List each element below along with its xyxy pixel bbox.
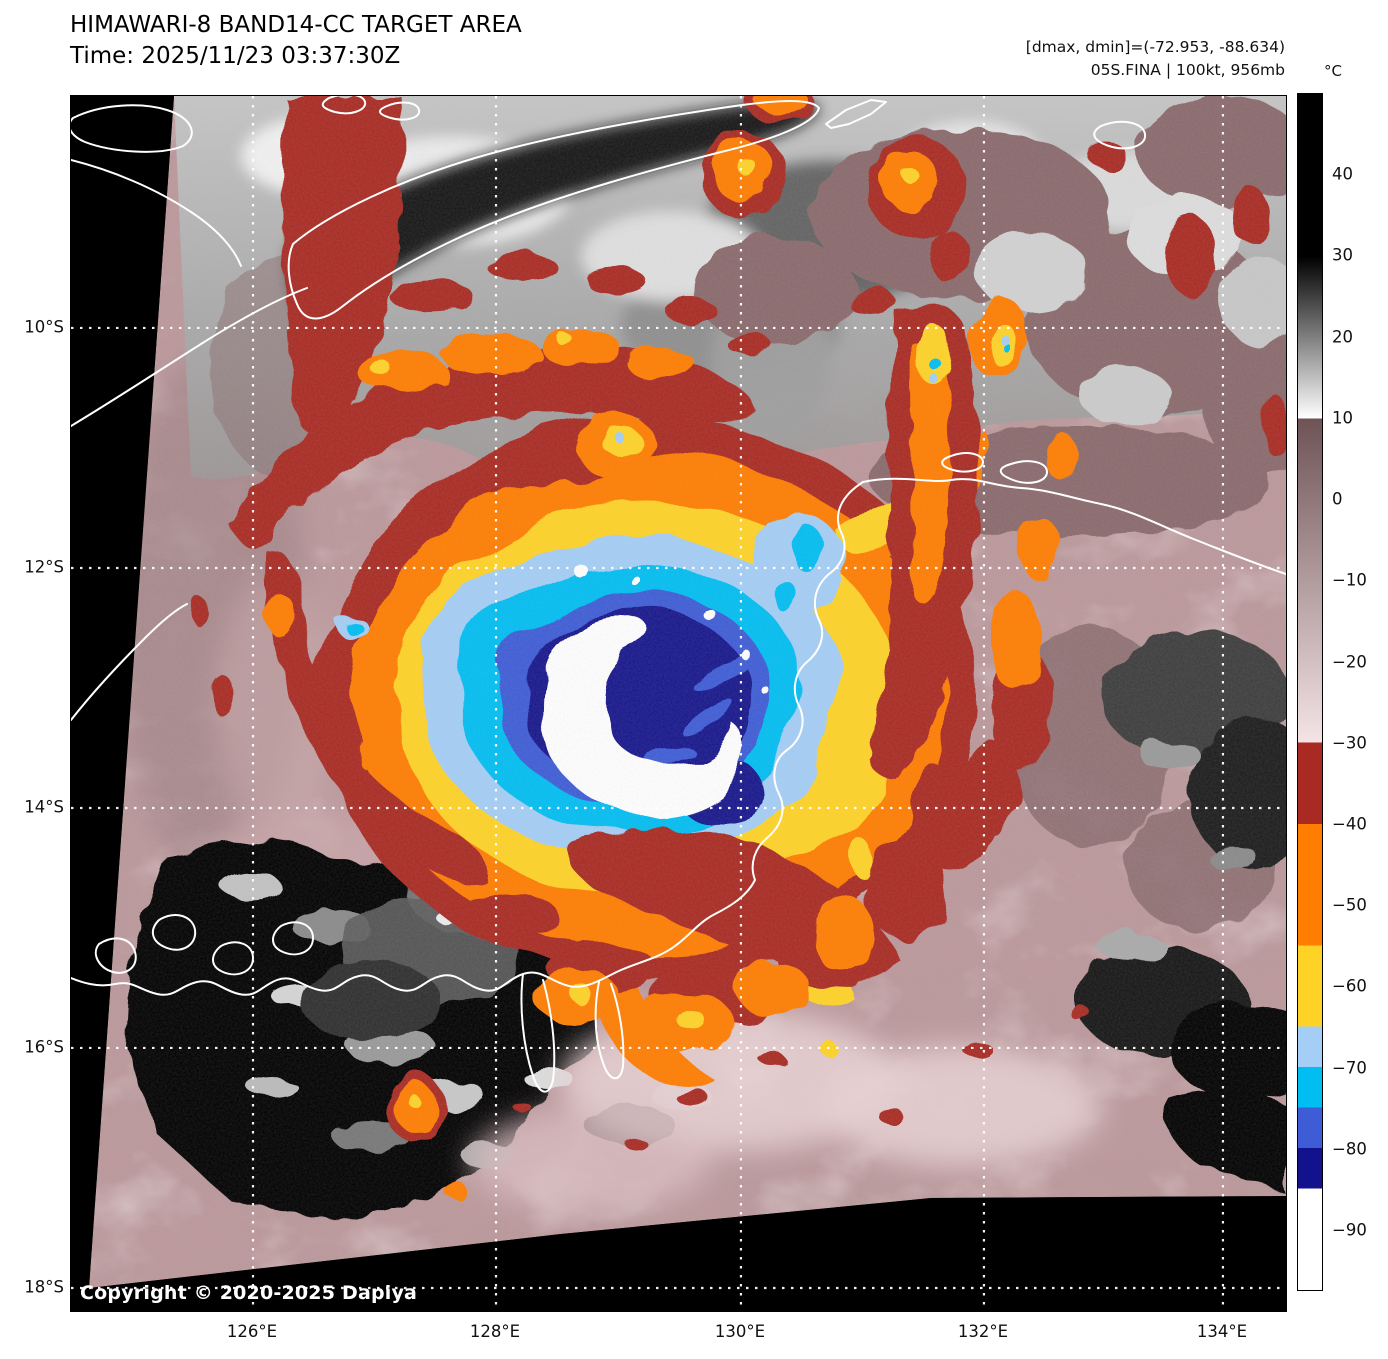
australia-gulf-coastline xyxy=(71,481,864,996)
longitude-tick-label: 132°E xyxy=(957,1322,1009,1341)
colorbar xyxy=(1297,93,1323,1291)
storm-info-annotation: 05S.FINA | 100kt, 956mb xyxy=(1090,61,1285,79)
longitude-tick-label: 128°E xyxy=(469,1322,521,1341)
colorbar-tick-label: −30 xyxy=(1332,733,1367,753)
annotation-block: [dmax, dmin]=(-72.953, -88.634) 05S.FINA… xyxy=(1026,36,1285,82)
australia-north-coastline xyxy=(862,477,1286,575)
inlet-loop xyxy=(520,973,556,1093)
coastlines-layer xyxy=(71,96,1286,1093)
longitude-tick-label: 130°E xyxy=(714,1322,766,1341)
colorbar-tick-label: 0 xyxy=(1332,489,1343,509)
colorbar-tick-label: 20 xyxy=(1332,327,1353,347)
imagery-layer xyxy=(89,96,1286,1288)
latitude-tick-label: 18°S xyxy=(24,1277,64,1297)
colorbar-tick-label: −20 xyxy=(1332,652,1367,672)
longitude-tick-label: 134°E xyxy=(1196,1322,1248,1341)
latitude-tick-label: 14°S xyxy=(24,797,64,817)
header-block: HIMAWARI-8 BAND14-CC TARGET AREA Time: 2… xyxy=(70,10,522,72)
colorbar-tick-label: 10 xyxy=(1332,408,1353,428)
dmax-dmin-annotation: [dmax, dmin]=(-72.953, -88.634) xyxy=(1025,38,1285,56)
kimberley-inlet xyxy=(94,937,137,974)
colorbar-tick-label: −50 xyxy=(1332,895,1367,915)
small-island-outline xyxy=(1093,120,1147,150)
latitude-tick-label: 12°S xyxy=(24,557,64,577)
inlet-loop xyxy=(594,981,625,1080)
island-coastline xyxy=(71,104,193,153)
kimberley-inlet xyxy=(151,914,197,951)
longitude-tick-label: 126°E xyxy=(226,1322,278,1341)
island-chain-coastline xyxy=(71,287,308,427)
latitude-tick-label: 16°S xyxy=(24,1037,64,1057)
colorbar-tick-label: −60 xyxy=(1332,976,1367,996)
kimberley-inlet xyxy=(272,921,314,956)
kimberley-inlet xyxy=(212,941,254,976)
colorbar-tick-label: −70 xyxy=(1332,1058,1367,1078)
colorbar-tick-label: −10 xyxy=(1332,570,1367,590)
colorbar-tick-label: −90 xyxy=(1332,1220,1367,1240)
colorbar-tick-label: −80 xyxy=(1332,1139,1367,1159)
colorbar-tick-label: −40 xyxy=(1332,814,1367,834)
offshore-island-outline xyxy=(999,460,1048,484)
small-island-outline xyxy=(379,101,421,121)
latitude-tick-label: 10°S xyxy=(24,317,64,337)
copyright-watermark: Copyright © 2020-2025 Dapiya xyxy=(80,1282,418,1304)
colorbar-tick-label: 40 xyxy=(1332,164,1353,184)
offshore-island-outline xyxy=(941,452,984,473)
page-title: HIMAWARI-8 BAND14-CC TARGET AREA xyxy=(70,12,522,38)
colorbar-unit-label: °C xyxy=(1324,62,1342,80)
small-island-outline xyxy=(825,99,887,129)
satellite-imagery xyxy=(71,96,1286,1311)
island-chain-coastline xyxy=(71,603,188,721)
island-chain-coastline xyxy=(71,159,242,267)
small-island-outline xyxy=(321,96,367,115)
timor-coastline xyxy=(287,100,820,320)
satellite-map: Copyright © 2020-2025 Dapiya xyxy=(70,95,1287,1312)
colorbar-tick-label: 30 xyxy=(1332,245,1353,265)
timestamp: Time: 2025/11/23 03:37:30Z xyxy=(70,43,401,69)
